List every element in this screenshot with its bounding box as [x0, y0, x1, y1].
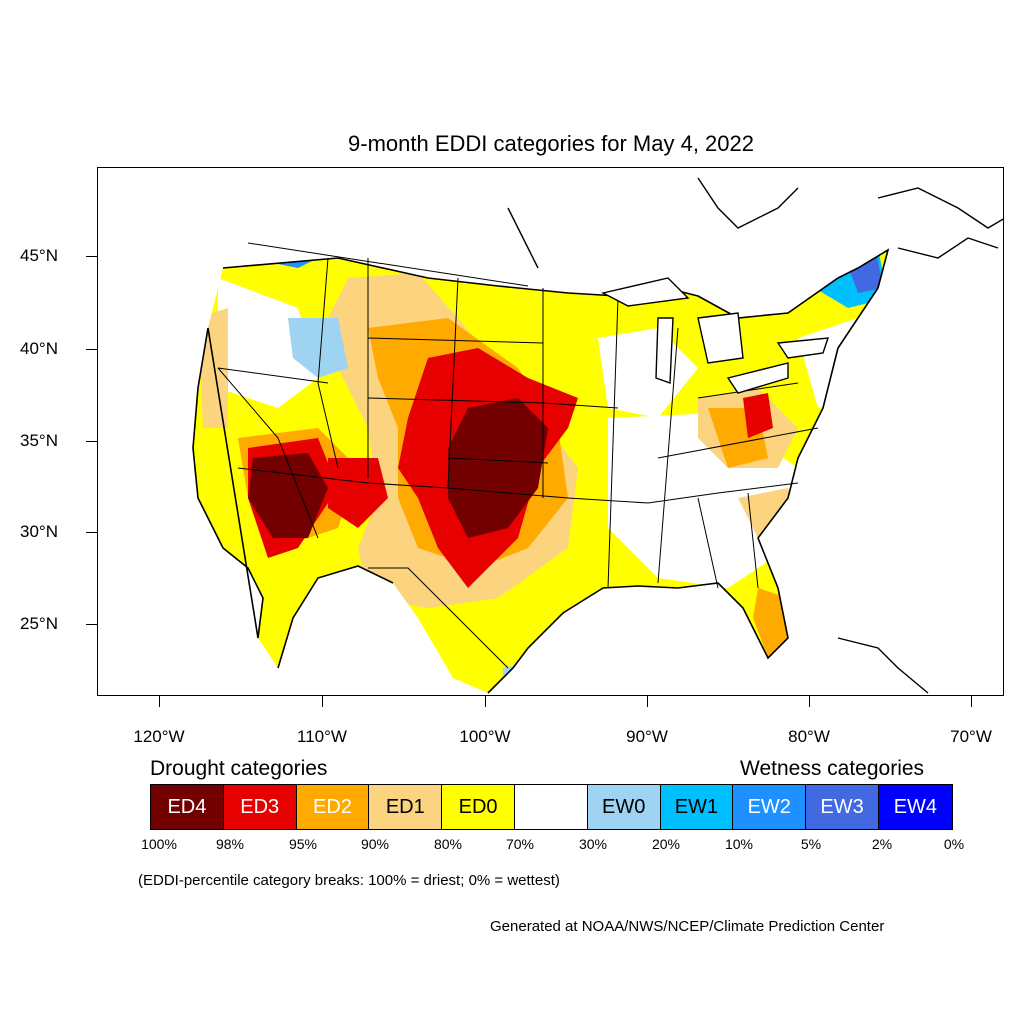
lat-tick	[86, 532, 97, 533]
lon-label: 70°W	[950, 727, 992, 746]
lon-label: 90°W	[626, 727, 668, 746]
lat-label: 25°N	[20, 614, 58, 633]
canada-coast	[507, 177, 1003, 694]
percentile-label: 0%	[943, 836, 965, 852]
legend-box-ew4: EW4	[878, 785, 952, 829]
lat-label: 35°N	[20, 431, 58, 450]
state-boundaries	[217, 242, 819, 669]
lat-label: 40°N	[20, 339, 58, 358]
lon-tick	[647, 696, 648, 707]
category-legend: ED4 ED3 ED2 ED1 ED0 EW0 EW1 EW2 EW3 EW4	[150, 784, 953, 830]
drought-heading: Drought categories	[150, 757, 328, 780]
great-lakes	[600, 277, 830, 394]
lat-tick	[86, 349, 97, 350]
percentile-label: 2%	[871, 836, 893, 852]
category-note: (EDDI-percentile category breaks: 100% =…	[138, 872, 560, 889]
legend-box-ed4: ED4	[151, 785, 224, 829]
lat-label: 30°N	[20, 522, 58, 541]
legend-box-ew1: EW1	[660, 785, 734, 829]
map-canvas	[192, 177, 1003, 694]
lon-tick	[159, 696, 160, 707]
map-title: 9-month EDDI categories for May 4, 2022	[348, 131, 754, 156]
lon-label: 80°W	[788, 727, 830, 746]
credit-text: Generated at NOAA/NWS/NCEP/Climate Predi…	[490, 918, 885, 935]
lon-label: 100°W	[459, 727, 511, 746]
percentile-label: 100%	[141, 836, 177, 852]
lat-tick	[86, 256, 97, 257]
legend-box-ed0: ED0	[442, 785, 515, 829]
lon-label: 120°W	[133, 727, 185, 746]
eddi-shading	[193, 250, 888, 693]
lon-label: 110°W	[297, 727, 347, 746]
percentile-label: 80%	[433, 836, 463, 852]
percentile-label: 5%	[800, 836, 822, 852]
legend-box-ed3: ED3	[223, 785, 297, 829]
lat-tick	[86, 624, 97, 625]
percentile-label: 20%	[651, 836, 681, 852]
lat-label: 45°N	[20, 246, 58, 265]
lon-tick	[809, 696, 810, 707]
lon-tick	[485, 696, 486, 707]
percentile-label: 10%	[724, 836, 754, 852]
legend-box-ew0: EW0	[587, 785, 661, 829]
percentile-label: 95%	[288, 836, 318, 852]
lat-tick	[86, 441, 97, 442]
legend-box-ew2: EW2	[733, 785, 807, 829]
eddi-map	[97, 167, 1004, 696]
wetness-heading: Wetness categories	[740, 757, 925, 780]
lon-tick	[322, 696, 323, 707]
legend-box-normal	[514, 785, 588, 829]
percentile-label: 90%	[360, 836, 390, 852]
legend-box-ew3: EW3	[806, 785, 879, 829]
percentile-label: 98%	[215, 836, 245, 852]
lon-tick	[971, 696, 972, 707]
legend-box-ed2: ED2	[296, 785, 370, 829]
percentile-label: 70%	[505, 836, 535, 852]
legend-box-ed1: ED1	[369, 785, 443, 829]
percentile-label: 30%	[578, 836, 608, 852]
